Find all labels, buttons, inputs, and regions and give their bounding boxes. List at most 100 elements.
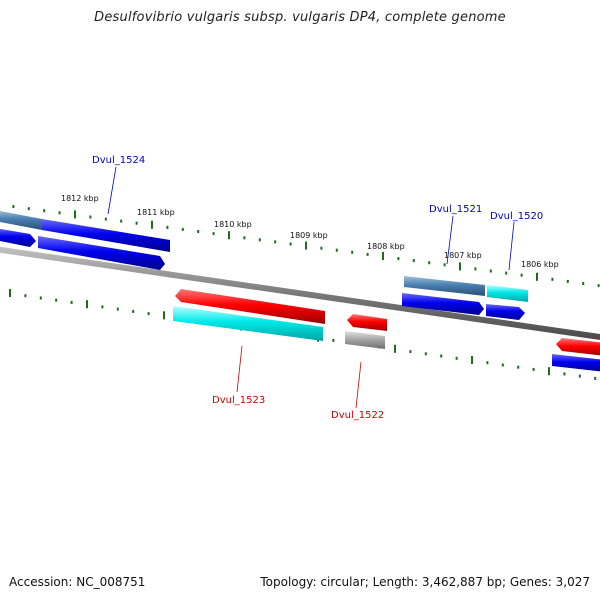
minor-tick (27, 207, 30, 211)
minor-tick (258, 238, 261, 242)
gene-label-dvul-1524[interactable]: Dvul_1524 (92, 155, 145, 166)
minor-tick (517, 365, 520, 369)
cds-feature-dvul-1521[interactable] (402, 293, 484, 315)
cds-feature-dvul-1522[interactable] (347, 314, 387, 331)
cds-feature-dvul-1525[interactable] (0, 228, 36, 247)
minor-tick (474, 267, 477, 271)
label-leader-dvul-1520 (508, 221, 515, 271)
gene-feature-dvul-1524[interactable] (0, 210, 42, 230)
minor-tick (101, 305, 104, 309)
gene-feature-next-forward[interactable] (552, 354, 600, 372)
minor-tick (39, 296, 42, 300)
minor-tick (443, 263, 446, 267)
minor-tick (428, 261, 431, 265)
minor-tick (181, 227, 184, 231)
gene-feature-dvul-1520[interactable] (487, 285, 528, 302)
cds-feature-dvul-1520[interactable] (486, 304, 525, 320)
minor-tick (24, 294, 27, 298)
reverse-strand-features (173, 289, 600, 372)
major-tick (163, 311, 165, 320)
genome-summary-text: Topology: circular; Length: 3,462,887 bp… (260, 575, 590, 589)
minor-tick (397, 257, 400, 261)
minor-tick (489, 269, 492, 273)
scale-label: 1811 kbp (137, 208, 175, 217)
genome-backbone (0, 246, 600, 340)
scale-label: 1807 kbp (444, 251, 482, 260)
gene-label-dvul-1522[interactable]: Dvul_1522 (331, 410, 384, 421)
accession-text: Accession: NC_008751 (9, 575, 146, 589)
minor-tick (455, 356, 458, 360)
gene-feature-dvul-1524[interactable] (42, 219, 170, 252)
minor-tick (89, 215, 92, 219)
major-tick (9, 289, 11, 297)
minor-tick (166, 225, 169, 229)
minor-tick (594, 376, 597, 380)
minor-tick (501, 363, 504, 367)
minor-tick (486, 361, 489, 365)
minor-tick (55, 298, 58, 302)
minor-tick (135, 221, 138, 225)
scale-label: 1812 kbp (61, 194, 99, 203)
gene-feature-dvul-1521[interactable] (404, 276, 485, 296)
minor-tick (412, 259, 415, 263)
minor-tick (274, 240, 277, 244)
major-tick (394, 344, 396, 353)
gene-label-dvul-1520[interactable]: Dvul_1520 (490, 211, 543, 222)
major-tick (228, 231, 230, 240)
gene-label-dvul-1521[interactable]: Dvul_1521 (429, 204, 482, 215)
minor-tick (104, 217, 107, 221)
major-tick (382, 252, 384, 260)
minor-tick (197, 230, 200, 233)
minor-tick (366, 252, 369, 256)
major-tick (471, 356, 473, 364)
cds-feature-dvul-1524[interactable] (38, 236, 165, 270)
minor-tick (289, 242, 292, 246)
minor-tick (58, 211, 61, 215)
cds-feature-dvul-1523[interactable] (175, 289, 325, 324)
minor-tick (332, 338, 335, 342)
gene-labels: Dvul_1524 Dvul_1521 Dvul_1520 Dvul_1523 … (92, 155, 543, 421)
gene-feature-dvul-1522[interactable] (345, 331, 385, 349)
major-tick (459, 262, 461, 271)
label-leader-dvul-1521 (446, 215, 454, 265)
label-leader-dvul-1524 (107, 166, 117, 215)
label-leader-dvul-1522 (355, 361, 362, 409)
major-tick (151, 220, 153, 229)
minor-tick (120, 219, 123, 223)
major-tick (536, 272, 538, 281)
minor-tick (43, 209, 46, 213)
scale-label: 1806 kbp (521, 260, 559, 269)
minor-tick (578, 374, 581, 378)
major-tick (548, 367, 550, 376)
minor-tick (409, 350, 412, 354)
outer-scale-ticks (12, 205, 600, 288)
genome-title: Desulfovibrio vulgaris subsp. vulgaris D… (94, 10, 506, 25)
major-tick (86, 300, 88, 309)
label-leader-dvul-1523 (236, 345, 243, 393)
scale-labels: 1812 kbp 1811 kbp 1810 kbp 1809 kbp 1808… (61, 194, 559, 269)
gene-label-dvul-1523[interactable]: Dvul_1523 (212, 395, 265, 406)
major-tick (305, 241, 307, 250)
cds-feature-next-reverse[interactable] (556, 338, 600, 356)
minor-tick (243, 236, 246, 240)
minor-tick (70, 300, 73, 304)
minor-tick (520, 273, 523, 277)
minor-tick (424, 352, 427, 356)
minor-tick (147, 312, 150, 316)
minor-tick (597, 284, 600, 288)
minor-tick (532, 367, 535, 371)
minor-tick (132, 309, 135, 313)
gene-label-leaders (107, 166, 515, 409)
minor-tick (212, 232, 215, 236)
minor-tick (551, 277, 554, 281)
forward-strand-features (0, 210, 528, 320)
minor-tick (566, 279, 569, 283)
minor-tick (12, 205, 15, 209)
scale-label: 1810 kbp (214, 220, 252, 229)
minor-tick (440, 354, 443, 358)
gene-feature-dvul-1523[interactable] (173, 306, 323, 341)
scale-label: 1808 kbp (367, 242, 405, 251)
minor-tick (563, 372, 566, 376)
